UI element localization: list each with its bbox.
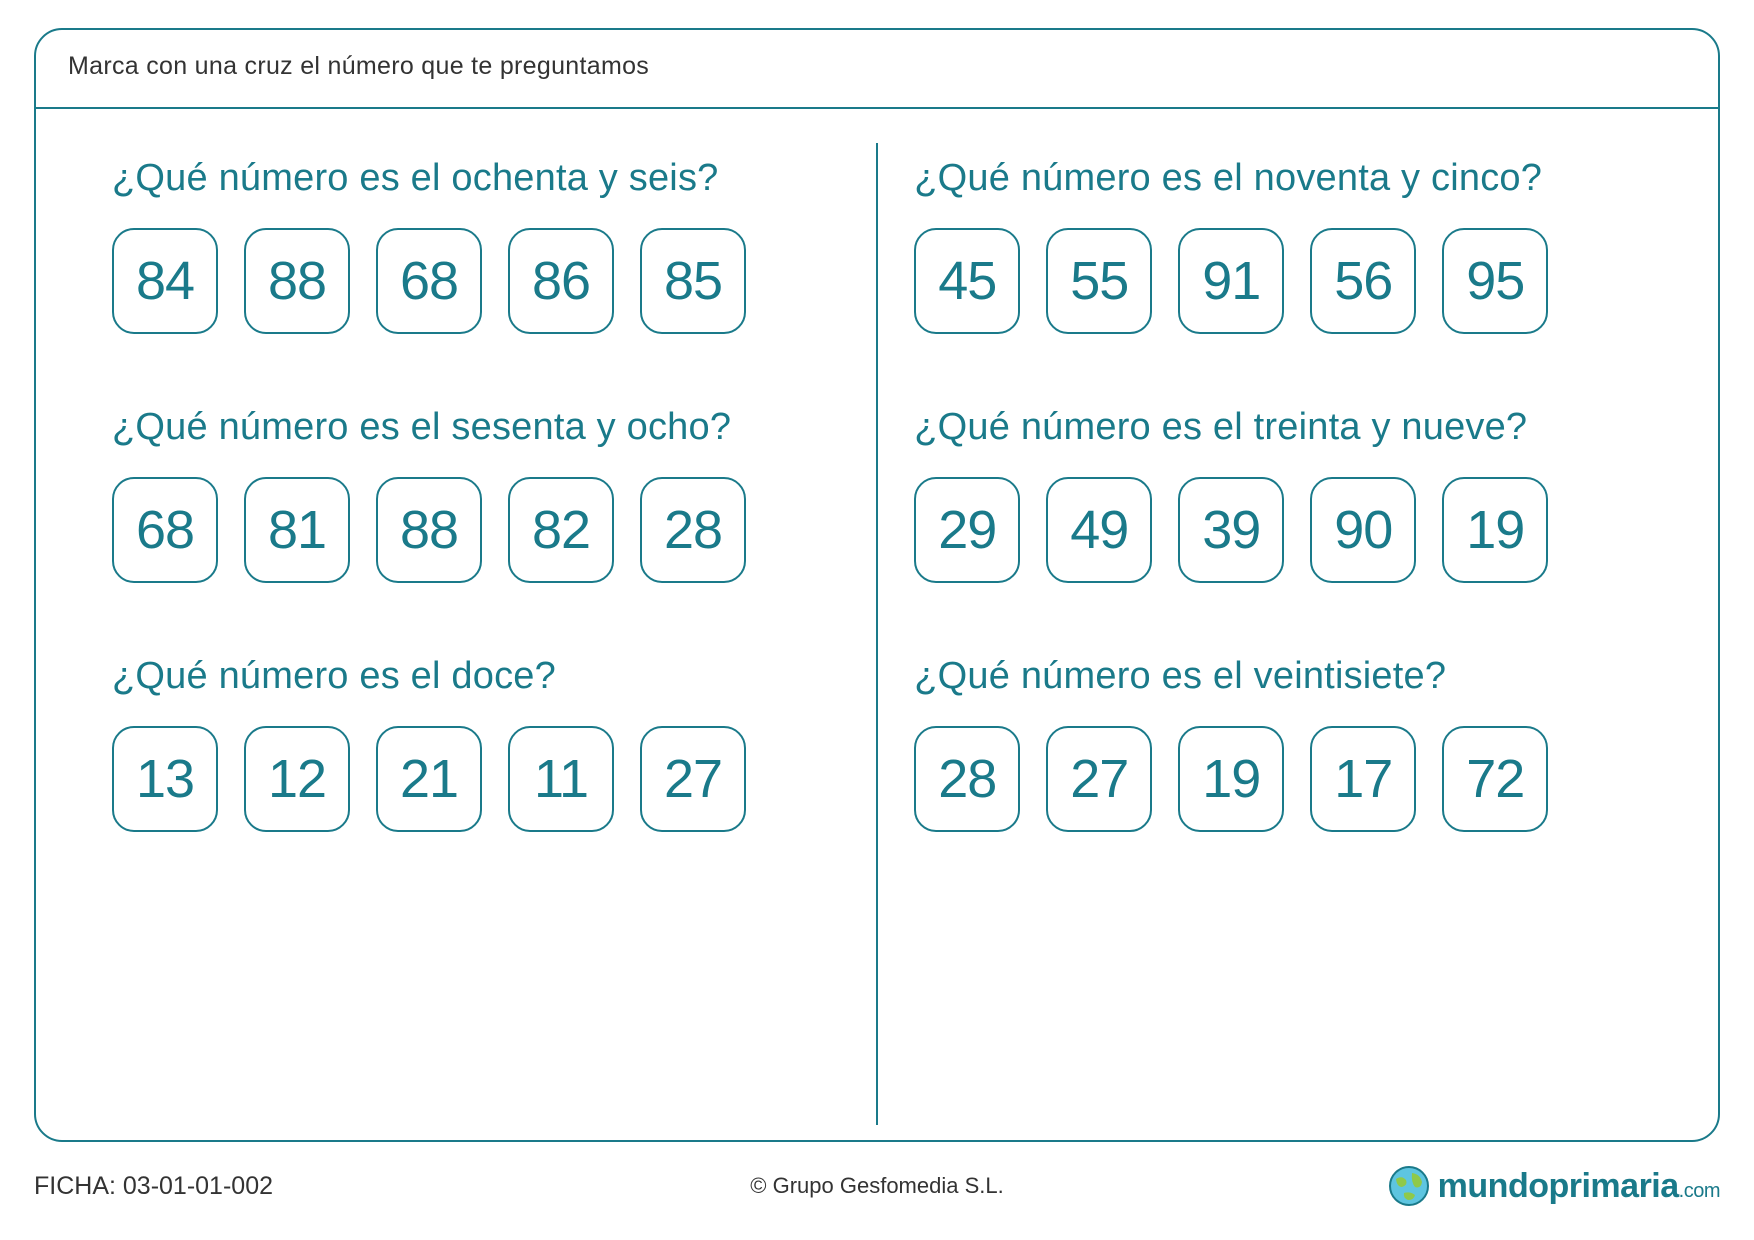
brand: mundoprimaria.com xyxy=(1388,1165,1720,1207)
option-box[interactable]: 19 xyxy=(1178,726,1284,832)
options-row: 28 27 19 17 72 xyxy=(914,726,1642,832)
option-box[interactable]: 55 xyxy=(1046,228,1152,334)
option-box[interactable]: 11 xyxy=(508,726,614,832)
option-box[interactable]: 91 xyxy=(1178,228,1284,334)
worksheet-content: ¿Qué número es el ochenta y seis? 84 88 … xyxy=(36,109,1718,1142)
option-box[interactable]: 45 xyxy=(914,228,1020,334)
question-block: ¿Qué número es el veintisiete? 28 27 19 … xyxy=(914,655,1642,832)
option-box[interactable]: 84 xyxy=(112,228,218,334)
options-row: 13 12 21 11 27 xyxy=(112,726,840,832)
footer: FICHA: 03-01-01-002 © Grupo Gesfomedia S… xyxy=(34,1160,1720,1212)
option-box[interactable]: 86 xyxy=(508,228,614,334)
option-box[interactable]: 27 xyxy=(1046,726,1152,832)
question-text: ¿Qué número es el noventa y cinco? xyxy=(914,157,1642,200)
option-box[interactable]: 49 xyxy=(1046,477,1152,583)
option-box[interactable]: 28 xyxy=(640,477,746,583)
option-box[interactable]: 56 xyxy=(1310,228,1416,334)
brand-main: mundoprimaria xyxy=(1438,1167,1679,1205)
options-row: 68 81 88 82 28 xyxy=(112,477,840,583)
option-box[interactable]: 90 xyxy=(1310,477,1416,583)
right-column: ¿Qué número es el noventa y cinco? 45 55… xyxy=(878,157,1678,1135)
copyright-text: © Grupo Gesfomedia S.L. xyxy=(750,1173,1003,1199)
question-block: ¿Qué número es el sesenta y ocho? 68 81 … xyxy=(112,406,840,583)
instruction-text: Marca con una cruz el número que te preg… xyxy=(68,52,1686,81)
option-box[interactable]: 88 xyxy=(244,228,350,334)
question-block: ¿Qué número es el doce? 13 12 21 11 27 xyxy=(112,655,840,832)
question-block: ¿Qué número es el treinta y nueve? 29 49… xyxy=(914,406,1642,583)
question-text: ¿Qué número es el ochenta y seis? xyxy=(112,157,840,200)
option-box[interactable]: 68 xyxy=(112,477,218,583)
option-box[interactable]: 95 xyxy=(1442,228,1548,334)
ficha-label: FICHA: 03-01-01-002 xyxy=(34,1172,273,1201)
option-box[interactable]: 29 xyxy=(914,477,1020,583)
instruction-bar: Marca con una cruz el número que te preg… xyxy=(36,30,1718,109)
option-box[interactable]: 19 xyxy=(1442,477,1548,583)
option-box[interactable]: 27 xyxy=(640,726,746,832)
options-row: 84 88 68 86 85 xyxy=(112,228,840,334)
option-box[interactable]: 68 xyxy=(376,228,482,334)
globe-icon xyxy=(1388,1165,1430,1207)
option-box[interactable]: 82 xyxy=(508,477,614,583)
question-text: ¿Qué número es el doce? xyxy=(112,655,840,698)
option-box[interactable]: 88 xyxy=(376,477,482,583)
option-box[interactable]: 17 xyxy=(1310,726,1416,832)
question-block: ¿Qué número es el ochenta y seis? 84 88 … xyxy=(112,157,840,334)
option-box[interactable]: 39 xyxy=(1178,477,1284,583)
question-text: ¿Qué número es el sesenta y ocho? xyxy=(112,406,840,449)
option-box[interactable]: 81 xyxy=(244,477,350,583)
options-row: 45 55 91 56 95 xyxy=(914,228,1642,334)
option-box[interactable]: 13 xyxy=(112,726,218,832)
option-box[interactable]: 21 xyxy=(376,726,482,832)
question-text: ¿Qué número es el treinta y nueve? xyxy=(914,406,1642,449)
option-box[interactable]: 28 xyxy=(914,726,1020,832)
options-row: 29 49 39 90 19 xyxy=(914,477,1642,583)
option-box[interactable]: 72 xyxy=(1442,726,1548,832)
brand-suffix: .com xyxy=(1679,1180,1720,1202)
question-block: ¿Qué número es el noventa y cinco? 45 55… xyxy=(914,157,1642,334)
option-box[interactable]: 85 xyxy=(640,228,746,334)
option-box[interactable]: 12 xyxy=(244,726,350,832)
left-column: ¿Qué número es el ochenta y seis? 84 88 … xyxy=(76,157,876,1135)
brand-text: mundoprimaria.com xyxy=(1438,1167,1720,1206)
question-text: ¿Qué número es el veintisiete? xyxy=(914,655,1642,698)
worksheet-frame: Marca con una cruz el número que te preg… xyxy=(34,28,1720,1142)
